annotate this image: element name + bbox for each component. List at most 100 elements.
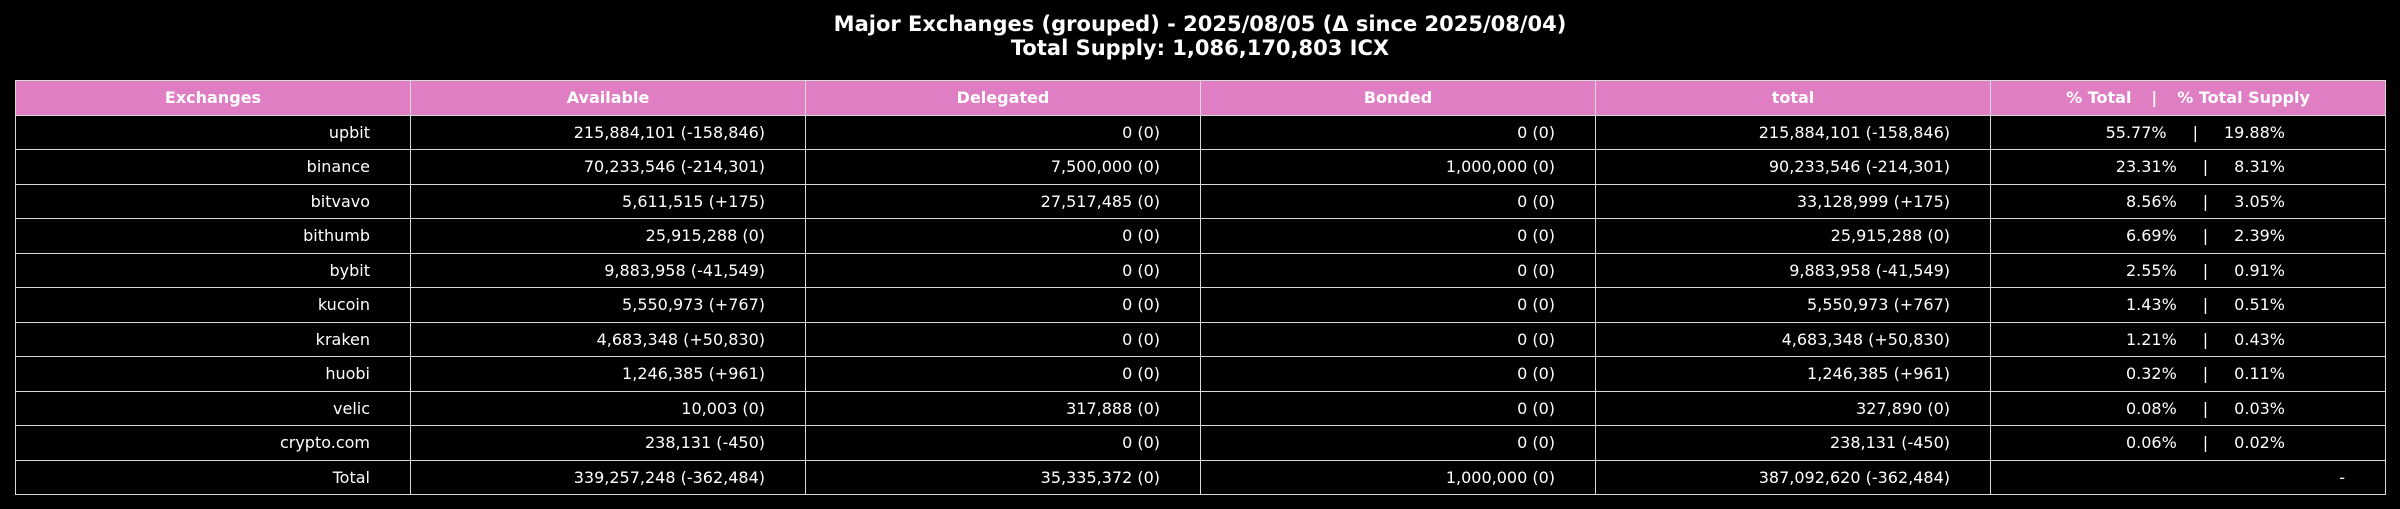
table-total-row: Total 339,257,248 (-362,484) 35,335,372 (0… [15, 459, 2386, 495]
cell-available: 9,883,958 (-41,549) [410, 252, 806, 288]
cell-pct-supply: 0.11% [2234, 364, 2285, 384]
cell-pct-supply: 3.05% [2234, 191, 2285, 211]
cell-bonded: 0 (0) [1200, 114, 1596, 150]
cell-pct-total: 0.06% [2125, 433, 2177, 453]
total-cell-total: 387,092,620 (-362,484) [1595, 459, 1991, 495]
cell-pct-total: 23.31% [2115, 157, 2177, 177]
table-row: bitvavo 5,611,515 (+175) 27,517,485 (0) 0 (… [15, 183, 2386, 219]
cell-pct-supply: 0.02% [2234, 433, 2285, 453]
table-row: kucoin 5,550,973 (+767) 0 (0) 0 (0) 5,550,97… [15, 287, 2386, 323]
header-separator: | [2151, 88, 2158, 108]
cell-exchange: upbit [15, 114, 411, 150]
cell-bonded: 1,000,000 (0) [1200, 149, 1596, 185]
cell-pct-supply: 0.43% [2234, 329, 2285, 349]
cell-percentages: 0.06% | 0.02% [1990, 425, 2386, 461]
cell-percentages: 1.43% | 0.51% [1990, 287, 2386, 323]
cell-percentages: 1.21% | 0.43% [1990, 321, 2386, 357]
cell-total: 33,128,999 (+175) [1595, 183, 1991, 219]
cell-pct-supply: 2.39% [2234, 226, 2285, 246]
table-row: binance 70,233,546 (-214,301) 7,500,000 (0… [15, 149, 2386, 185]
cell-delegated: 27,517,485 (0) [805, 183, 1201, 219]
cell-delegated: 0 (0) [805, 114, 1201, 150]
cell-bonded: 0 (0) [1200, 390, 1596, 426]
cell-total: 25,915,288 (0) [1595, 218, 1991, 254]
cell-percentages: 0.32% | 0.11% [1990, 356, 2386, 392]
cell-percentages: 55.77% | 19.88% [1990, 114, 2386, 150]
cell-delegated: 0 (0) [805, 321, 1201, 357]
cell-separator: | [2202, 226, 2209, 246]
total-cell-available: 339,257,248 (-362,484) [410, 459, 806, 495]
cell-pct-total: 1.43% [2125, 295, 2177, 315]
cell-available: 70,233,546 (-214,301) [410, 149, 806, 185]
cell-delegated: 7,500,000 (0) [805, 149, 1201, 185]
cell-bonded: 0 (0) [1200, 321, 1596, 357]
cell-bonded: 0 (0) [1200, 425, 1596, 461]
cell-exchange: crypto.com [15, 425, 411, 461]
exchanges-table: Exchanges Available Delegated Bonded tot… [15, 80, 2386, 495]
cell-available: 25,915,288 (0) [410, 218, 806, 254]
cell-percentages: 23.31% | 8.31% [1990, 149, 2386, 185]
table-row: huobi 1,246,385 (+961) 0 (0) 0 (0) 1,246,385… [15, 356, 2386, 392]
table-header-row: Exchanges Available Delegated Bonded tot… [15, 80, 2386, 116]
cell-pct-supply: 8.31% [2234, 157, 2285, 177]
header-available: Available [410, 80, 806, 116]
cell-exchange: kucoin [15, 287, 411, 323]
cell-separator: | [2202, 260, 2209, 280]
header-pct-total: % Total [2066, 88, 2132, 108]
cell-available: 238,131 (-450) [410, 425, 806, 461]
cell-exchange: kraken [15, 321, 411, 357]
chart-title: Major Exchanges (grouped) - 2025/08/05 (… [833, 12, 1567, 36]
cell-delegated: 0 (0) [805, 252, 1201, 288]
table-row: kraken 4,683,348 (+50,830) 0 (0) 0 (0) 4,683… [15, 321, 2386, 357]
chart-title-block: Major Exchanges (grouped) - 2025/08/05 (… [0, 12, 2400, 60]
header-percentages: % Total | % Total Supply [1990, 80, 2386, 116]
total-cell-bonded: 1,000,000 (0) [1200, 459, 1596, 495]
cell-pct-supply: 19.88% [2223, 122, 2285, 142]
cell-pct-total: 1.21% [2125, 329, 2177, 349]
cell-pct-supply: 0.91% [2234, 260, 2285, 280]
cell-pct-total: 0.32% [2125, 364, 2177, 384]
cell-total: 238,131 (-450) [1595, 425, 1991, 461]
cell-exchange: bithumb [15, 218, 411, 254]
cell-separator: | [2202, 191, 2209, 211]
cell-available: 10,003 (0) [410, 390, 806, 426]
cell-delegated: 317,888 (0) [805, 390, 1201, 426]
cell-bonded: 0 (0) [1200, 252, 1596, 288]
cell-pct-supply: 0.51% [2234, 295, 2285, 315]
cell-bonded: 0 (0) [1200, 183, 1596, 219]
cell-exchange: bitvavo [15, 183, 411, 219]
cell-available: 215,884,101 (-158,846) [410, 114, 806, 150]
cell-bonded: 0 (0) [1200, 218, 1596, 254]
cell-total: 9,883,958 (-41,549) [1595, 252, 1991, 288]
cell-percentages: 6.69% | 2.39% [1990, 218, 2386, 254]
total-cell-exchange: Total [15, 459, 411, 495]
cell-delegated: 0 (0) [805, 218, 1201, 254]
table-row: upbit 215,884,101 (-158,846) 0 (0) 0 (0) 215… [15, 114, 2386, 150]
cell-percentages: 0.08% | 0.03% [1990, 390, 2386, 426]
header-pct-supply: % Total Supply [2177, 88, 2310, 108]
cell-delegated: 0 (0) [805, 356, 1201, 392]
table-row: bithumb 25,915,288 (0) 0 (0) 0 (0) 25,915,28… [15, 218, 2386, 254]
total-cell-percentages: - [1990, 459, 2386, 495]
chart-subtitle: Total Supply: 1,086,170,803 ICX [1010, 36, 1390, 60]
cell-percentages: 8.56% | 3.05% [1990, 183, 2386, 219]
cell-available: 5,611,515 (+175) [410, 183, 806, 219]
cell-exchange: bybit [15, 252, 411, 288]
table-body: upbit 215,884,101 (-158,846) 0 (0) 0 (0) 215… [15, 114, 2386, 495]
cell-exchange: velic [15, 390, 411, 426]
cell-separator: | [2202, 329, 2209, 349]
cell-exchange: huobi [15, 356, 411, 392]
cell-total: 4,683,348 (+50,830) [1595, 321, 1991, 357]
cell-total: 215,884,101 (-158,846) [1595, 114, 1991, 150]
cell-separator: | [2202, 398, 2209, 418]
cell-pct-total: 6.69% [2125, 226, 2177, 246]
cell-available: 4,683,348 (+50,830) [410, 321, 806, 357]
cell-pct-total: 55.77% [2105, 122, 2167, 142]
header-delegated: Delegated [805, 80, 1201, 116]
cell-pct-total: 8.56% [2125, 191, 2177, 211]
cell-total: 327,890 (0) [1595, 390, 1991, 426]
cell-bonded: 0 (0) [1200, 287, 1596, 323]
table-row: velic 10,003 (0) 317,888 (0) 0 (0) 327,890 (… [15, 390, 2386, 426]
cell-exchange: binance [15, 149, 411, 185]
cell-available: 5,550,973 (+767) [410, 287, 806, 323]
